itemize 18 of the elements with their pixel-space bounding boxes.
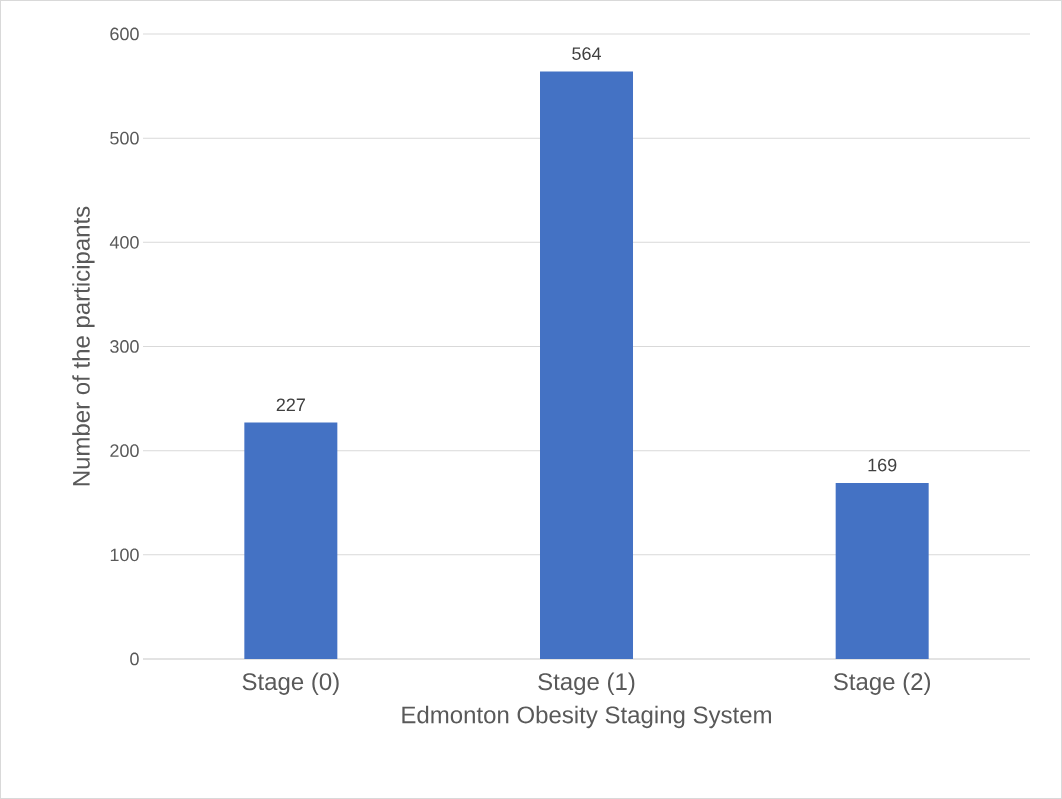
y-tick-label: 0	[130, 652, 139, 666]
y-tick-label: 400	[109, 235, 139, 249]
y-tick-label: 500	[110, 131, 139, 145]
x-tick-label: Stage (1)	[538, 672, 635, 695]
bar	[244, 422, 338, 659]
bar	[540, 71, 634, 659]
bar	[835, 482, 929, 659]
x-axis-title: Edmonton Obesity Staging System	[402, 705, 771, 729]
y-tick-label: 100	[110, 548, 139, 562]
data-label: 564	[572, 47, 601, 60]
y-tick-label: 300	[110, 340, 139, 353]
x-tick-label: Stage (2)	[833, 672, 931, 695]
data-label: 227	[276, 398, 305, 411]
y-tick-label: 600	[110, 27, 139, 41]
y-tick-label: 200	[110, 444, 139, 458]
y-axis-title: Number of the participants	[72, 206, 95, 486]
x-tick-label: Stage (0)	[242, 672, 339, 695]
data-label: 169	[868, 458, 897, 472]
